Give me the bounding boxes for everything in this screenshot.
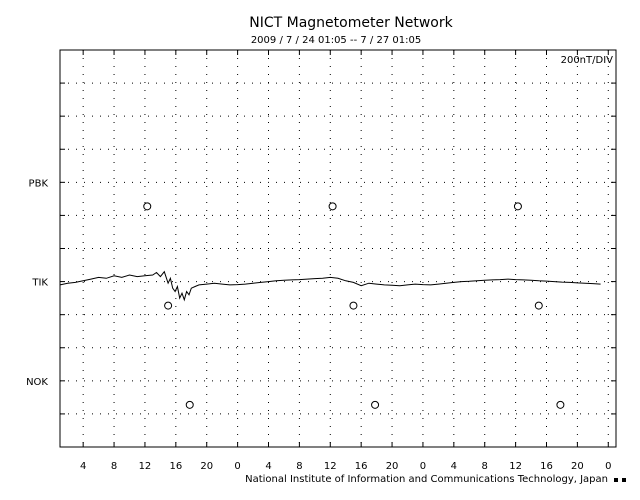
plot-frame [59, 49, 617, 448]
x-tick-label: 12 [139, 461, 152, 472]
x-tick-label: 8 [296, 461, 302, 472]
x-tick-label: 12 [324, 461, 337, 472]
y-axis-labels: PBK TIK NOK [26, 178, 48, 388]
x-tick-label: 16 [355, 461, 368, 472]
x-tick-label: 12 [509, 461, 522, 472]
local-noon-marker [143, 202, 152, 211]
x-tick-label: 4 [265, 461, 271, 472]
x-tick-label: 4 [80, 461, 86, 472]
x-tick-label: 20 [571, 461, 584, 472]
x-axis-ticks: 4 8 12 16 20 0 4 8 12 16 20 0 4 8 12 16 20 0 [80, 50, 611, 472]
station-label: TIK [31, 278, 48, 289]
local-noon-marker [371, 400, 380, 409]
x-tick-label: 8 [111, 461, 117, 472]
local-noon-marker [534, 301, 543, 310]
credit-square-icon [622, 478, 626, 482]
local-noon-marker [328, 202, 337, 211]
credit-text: National Institute of Information and Co… [245, 474, 608, 485]
local-noon-marker [556, 400, 565, 409]
x-tick-label: 20 [200, 461, 213, 472]
x-tick-label: 16 [540, 461, 553, 472]
local-noon-marker [185, 400, 194, 409]
x-tick-label: 20 [386, 461, 399, 472]
x-tick-label: 16 [169, 461, 182, 472]
series-line-tik [59, 270, 601, 302]
x-tick-label: 8 [482, 461, 488, 472]
local-noon-marker [349, 301, 358, 310]
x-tick-label: 0 [420, 461, 426, 472]
local-noon-marker [513, 202, 522, 211]
chart-subtitle: 2009 / 7 / 24 01:05 -- 7 / 27 01:05 [251, 35, 421, 46]
station-label: NOK [26, 377, 48, 388]
local-noon-marker [164, 301, 173, 310]
gridlines [60, 50, 616, 447]
chart-title: NICT Magnetometer Network [249, 15, 453, 31]
station-label: PBK [29, 178, 49, 189]
x-tick-label: 0 [605, 461, 611, 472]
x-tick-label: 4 [451, 461, 457, 472]
x-tick-label: 0 [234, 461, 240, 472]
series-lines [59, 270, 601, 302]
scale-label: 200nT/DIV [561, 55, 614, 66]
credit-square-icon [614, 478, 618, 482]
noon-markers [143, 202, 565, 409]
